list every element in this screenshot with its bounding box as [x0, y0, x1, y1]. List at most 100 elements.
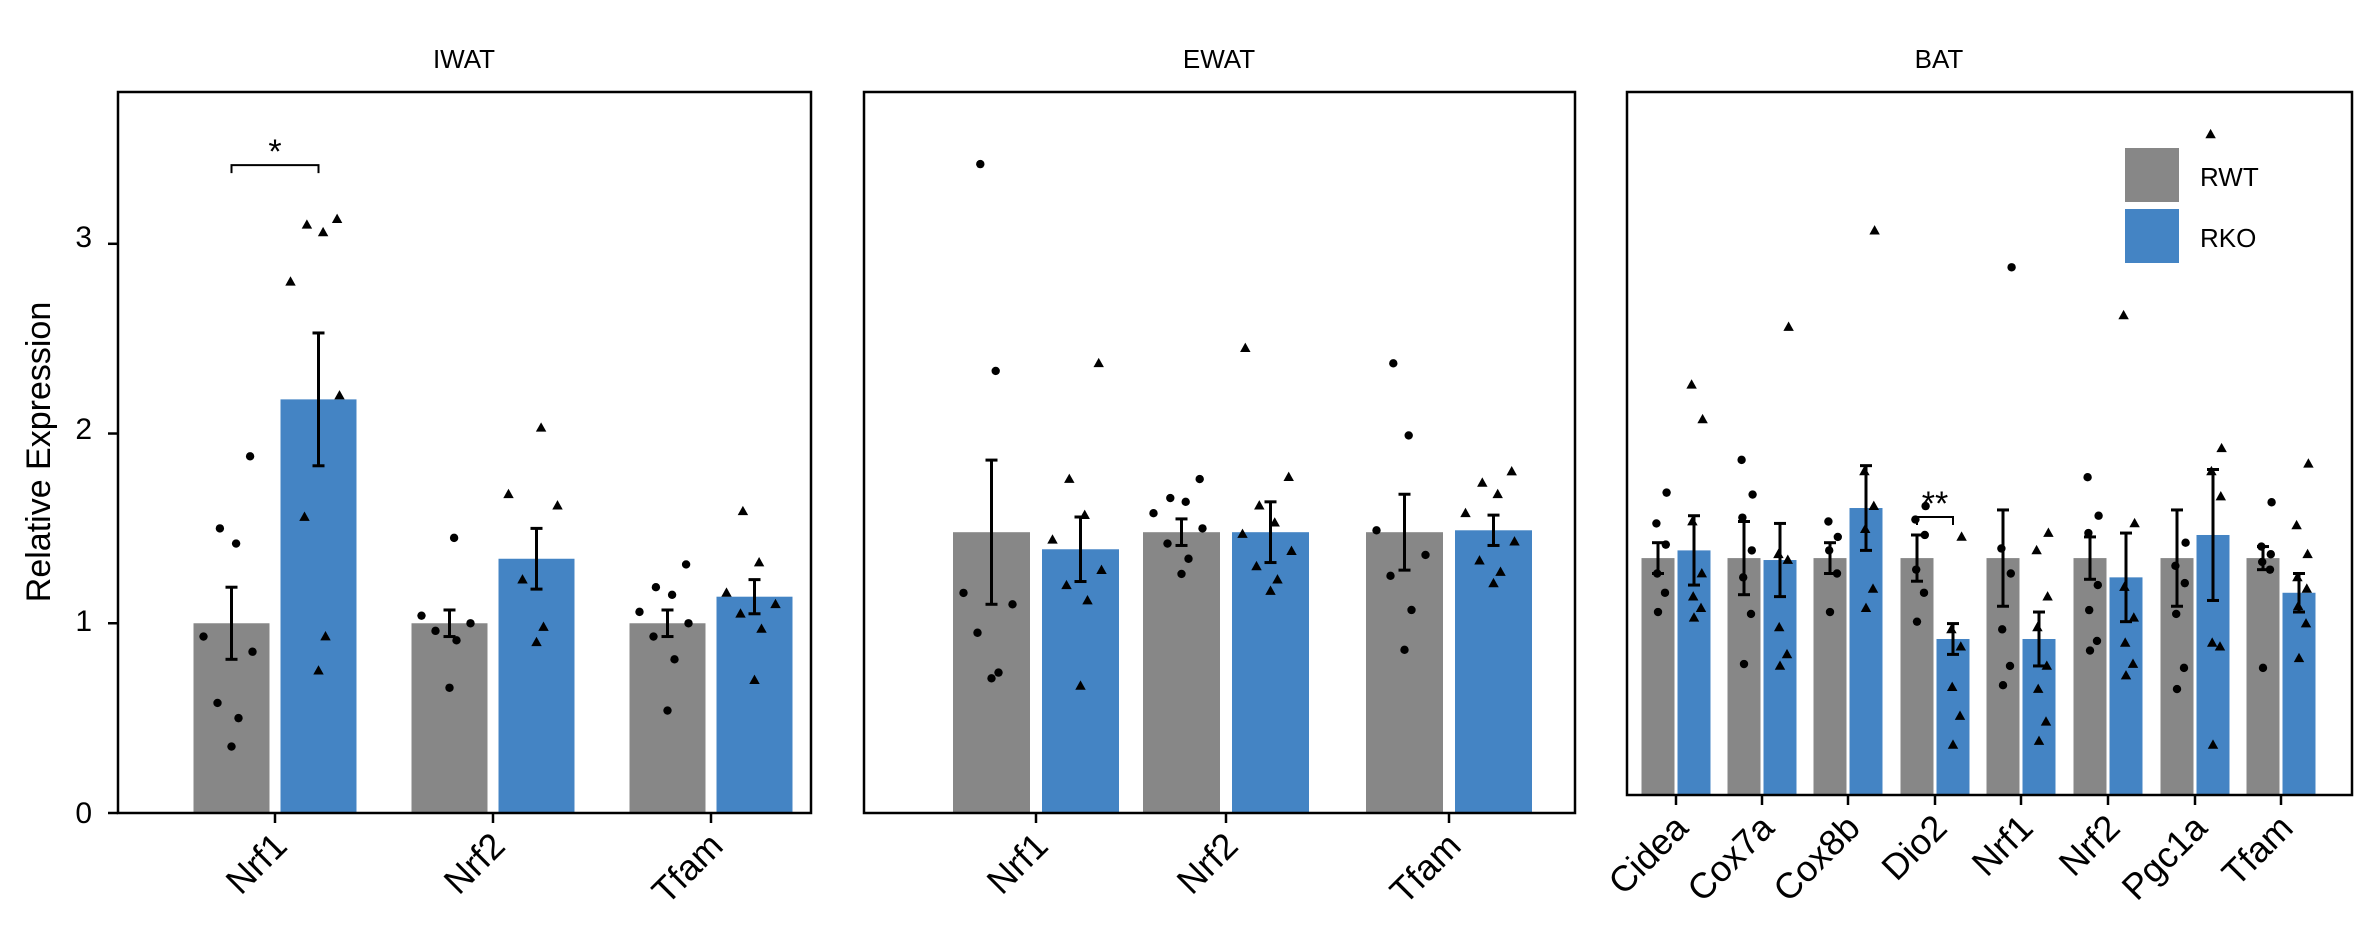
- rwt-data-point: [2181, 538, 2190, 547]
- rwt-data-point: [2266, 550, 2275, 559]
- rko-data-point: [1686, 379, 1697, 389]
- x-tick-label: Nrf1: [218, 825, 295, 902]
- rko-data-point: [1688, 612, 1700, 622]
- rwt-data-point: [245, 452, 255, 461]
- rko-bar: [498, 558, 575, 813]
- rko-data-point: [2216, 442, 2227, 453]
- rko-data-point: [2215, 490, 2227, 501]
- ewat-marks: Nrf1 Nrf2 Tfam: [953, 159, 1532, 912]
- bat-frame: [1625, 90, 2354, 797]
- rko-data-point: [1093, 357, 1104, 368]
- rwt-data-point: [1008, 600, 1017, 609]
- rko-data-point: [2041, 660, 2053, 670]
- rwt-bar: [2073, 558, 2107, 795]
- rwt-bar: [629, 623, 706, 813]
- rko-data-point: [770, 598, 781, 609]
- rko-data-point: [2120, 670, 2132, 680]
- rwt-data-point: [1400, 645, 1409, 655]
- rko-data-point: [1781, 648, 1793, 659]
- rwt-data-point: [681, 560, 691, 569]
- rwt-data-point: [2094, 511, 2103, 520]
- rko-data-point: [2033, 735, 2045, 745]
- x-tick-label: Tfam: [644, 825, 731, 912]
- rko-data-point: [1061, 579, 1072, 590]
- rwt-data-point: [449, 533, 459, 543]
- rwt-data-point: [1660, 588, 1670, 597]
- rko-data-point: [2119, 637, 2131, 647]
- rko-data-point: [531, 636, 542, 647]
- rwt-data-point: [2258, 663, 2268, 673]
- significance-label: *: [268, 133, 281, 171]
- rko-data-point: [331, 213, 343, 223]
- significance-bracket: [230, 164, 320, 174]
- x-tick-label: Tfam: [1382, 825, 1469, 912]
- rwt-bar: [1641, 558, 1675, 795]
- rko-data-point: [1047, 534, 1058, 544]
- iwat-frame: [116, 90, 813, 815]
- y-tick-label: 2: [75, 413, 92, 446]
- x-tick-label: Pgc1a: [2113, 806, 2215, 908]
- rko-data-point: [1460, 507, 1471, 518]
- rko-bar: [1849, 508, 1883, 795]
- rwt-data-point: [2267, 498, 2276, 507]
- rwt-data-point: [1737, 455, 1746, 465]
- rwt-data-point: [417, 611, 426, 620]
- rko-data-point: [2291, 519, 2302, 530]
- rko-bar: [1763, 560, 1797, 795]
- rwt-data-point: [1407, 605, 1416, 615]
- rwt-data-point: [1177, 569, 1186, 579]
- rwt-data-point: [1372, 526, 1381, 535]
- legend-label-rko: RKO: [2200, 223, 2256, 253]
- rko-data-point: [1695, 602, 1707, 613]
- rko-data-point: [1509, 536, 1520, 546]
- rwt-data-point: [2005, 661, 2015, 671]
- rko-data-point: [1868, 500, 1880, 510]
- rwt-data-point: [431, 626, 440, 636]
- rko-data-point: [1687, 516, 1698, 526]
- rko-data-point: [538, 621, 549, 631]
- rwt-data-point: [663, 706, 672, 715]
- rwt-bar: [2246, 558, 2280, 795]
- rwt-data-point: [1195, 474, 1204, 484]
- rko-data-point: [1869, 225, 1880, 235]
- rko-bar: [1232, 532, 1309, 813]
- rwt-data-point: [684, 619, 693, 628]
- rwt-bar: [1813, 558, 1847, 795]
- rko-data-point: [1265, 585, 1276, 595]
- rwt-data-point: [667, 590, 677, 600]
- rwt-data-point: [2083, 473, 2092, 482]
- rko-data-point: [749, 674, 760, 685]
- rko-data-point: [2040, 716, 2052, 726]
- rko-data-point: [2300, 618, 2312, 628]
- rwt-data-point: [1181, 497, 1190, 507]
- rko-data-point: [552, 500, 563, 510]
- rko-bar: [1677, 550, 1711, 795]
- rwt-data-point: [2093, 580, 2102, 590]
- rwt-data-point: [959, 588, 968, 598]
- rko-data-point: [1251, 560, 1262, 571]
- rwt-data-point: [1748, 490, 1757, 499]
- rko-data-point: [1954, 710, 1966, 720]
- y-axis-label: Relative Expression: [20, 302, 58, 602]
- iwat-title: IWAT: [433, 44, 495, 74]
- rko-data-point: [2129, 517, 2140, 528]
- rko-bar: [1936, 638, 1970, 795]
- y-tick-label: 1: [75, 605, 92, 638]
- rwt-data-point: [2092, 636, 2102, 646]
- rko-data-point: [753, 557, 765, 567]
- rko-data-point: [1860, 602, 1872, 613]
- rko-data-point: [2118, 309, 2129, 320]
- rko-data-point: [2128, 612, 2140, 622]
- rko-bar: [280, 399, 357, 813]
- rko-data-point: [313, 665, 324, 675]
- x-tick-label: Nrf2: [2051, 807, 2128, 884]
- rwt-data-point: [248, 647, 257, 656]
- ewat-title: EWAT: [1183, 44, 1255, 74]
- rwt-data-point: [1739, 659, 1749, 669]
- rko-data-point: [317, 226, 329, 237]
- rko-data-point: [1946, 623, 1957, 634]
- rko-data-point: [1947, 739, 1959, 749]
- rwt-data-point: [1824, 517, 1833, 526]
- rko-data-point: [1254, 500, 1265, 510]
